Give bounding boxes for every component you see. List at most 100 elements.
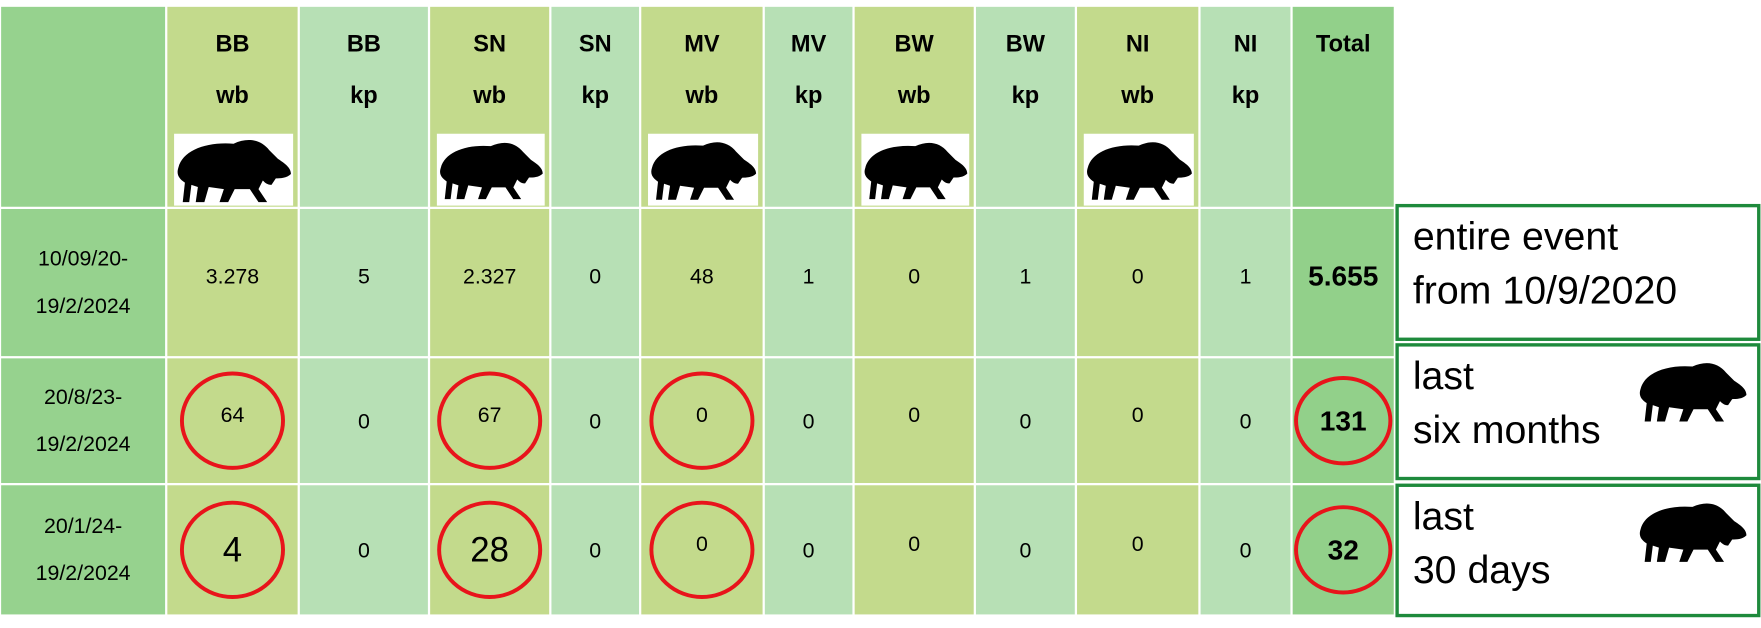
- column-header: kp: [581, 82, 609, 108]
- column-header: wb: [215, 82, 249, 108]
- column-header: NI: [1126, 30, 1150, 56]
- cell-value: 0: [1019, 410, 1031, 434]
- column-header: SN: [473, 30, 506, 56]
- note-text: 30 days: [1413, 548, 1551, 592]
- cell: [854, 208, 974, 357]
- cell-value: 0: [1240, 539, 1252, 563]
- total-value: 32: [1328, 535, 1359, 566]
- cell: [1, 208, 166, 357]
- cell: [1, 6, 166, 207]
- cell: [975, 208, 1075, 357]
- cell: [1200, 358, 1291, 484]
- cell: [1200, 208, 1291, 357]
- note-box: [1395, 203, 1761, 341]
- cell: [1200, 485, 1291, 615]
- cell-value: 0: [908, 403, 920, 427]
- column-header: SN: [579, 30, 612, 56]
- period-label: 19/2/2024: [36, 561, 131, 585]
- cell: [764, 358, 853, 484]
- column-header: BW: [1006, 30, 1046, 56]
- cell: [299, 6, 428, 207]
- cell: [975, 485, 1075, 615]
- cell-value: 64: [221, 403, 245, 427]
- cell-value: 0: [589, 265, 601, 289]
- cell: [299, 208, 428, 357]
- cell-value: 0: [908, 532, 920, 556]
- cell-value: 4: [223, 530, 242, 569]
- cell-value: 1: [1240, 265, 1252, 289]
- period-label: 20/1/24-: [44, 514, 122, 538]
- cell-value: 0: [696, 532, 708, 556]
- cell: [1077, 208, 1199, 357]
- cell: [167, 208, 298, 357]
- period-label: 19/2/2024: [36, 432, 131, 456]
- cell-value: 0: [803, 410, 815, 434]
- cell-value: 0: [1019, 539, 1031, 563]
- note-text: entire event: [1413, 215, 1618, 259]
- cell: [551, 485, 640, 615]
- column-header: Total: [1316, 30, 1371, 56]
- cell: [551, 208, 640, 357]
- cell-value: 0: [1132, 403, 1144, 427]
- column-header: kp: [795, 82, 823, 108]
- cell: [854, 358, 974, 484]
- cell: [975, 6, 1075, 207]
- cell: [1292, 6, 1394, 207]
- cell: [1077, 358, 1199, 484]
- total-value: 131: [1320, 405, 1367, 436]
- period-label: 19/2/2024: [36, 294, 131, 318]
- highlight-circle: [179, 500, 285, 599]
- column-header: kp: [1012, 82, 1040, 108]
- cell-value: 0: [696, 403, 708, 427]
- column-header: wb: [1120, 82, 1154, 108]
- cell: [167, 358, 298, 484]
- cell: [641, 358, 763, 484]
- cell-value: 5: [358, 265, 370, 289]
- column-header: wb: [685, 82, 719, 108]
- cell: [551, 358, 640, 484]
- cell-value: 0: [1240, 410, 1252, 434]
- cell: [854, 485, 974, 615]
- column-header: BB: [215, 30, 249, 56]
- column-header: wb: [897, 82, 931, 108]
- cell: [430, 485, 550, 615]
- highlight-circle: [179, 371, 285, 470]
- cell-value: 1: [803, 265, 815, 289]
- highlight-circle: [437, 371, 543, 470]
- cell-value: 3.278: [206, 265, 259, 289]
- note-text: last: [1413, 494, 1474, 538]
- cell: [764, 6, 853, 207]
- cell: [641, 208, 763, 357]
- cell-value: 0: [908, 265, 920, 289]
- highlight-circle: [649, 500, 755, 599]
- cell-value: 0: [589, 539, 601, 563]
- cell: [975, 358, 1075, 484]
- cell: [764, 485, 853, 615]
- cell: [430, 358, 550, 484]
- period-label: 20/8/23-: [44, 385, 122, 409]
- cell: [1077, 485, 1199, 615]
- cell-value: 2.327: [463, 265, 516, 289]
- cell: [1, 358, 166, 484]
- column-header: NI: [1234, 30, 1258, 56]
- cell-value: 0: [1132, 265, 1144, 289]
- note-text: last: [1413, 354, 1474, 398]
- highlight-circle: [649, 371, 755, 470]
- highlight-circle: [437, 500, 543, 599]
- cell: [1292, 208, 1394, 357]
- cell: [764, 208, 853, 357]
- cell-value: 48: [690, 265, 714, 289]
- cell-value: 28: [470, 530, 509, 569]
- cell-value: 0: [803, 539, 815, 563]
- cell: [551, 6, 640, 207]
- cell-value: 0: [589, 410, 601, 434]
- cell: [1200, 6, 1291, 207]
- column-header: wb: [472, 82, 506, 108]
- column-header: MV: [684, 30, 720, 56]
- cell-value: 0: [358, 410, 370, 434]
- cell-value: 0: [1132, 532, 1144, 556]
- note-text: from 10/9/2020: [1413, 269, 1677, 313]
- note-text: six months: [1413, 408, 1601, 452]
- column-header: MV: [791, 30, 827, 56]
